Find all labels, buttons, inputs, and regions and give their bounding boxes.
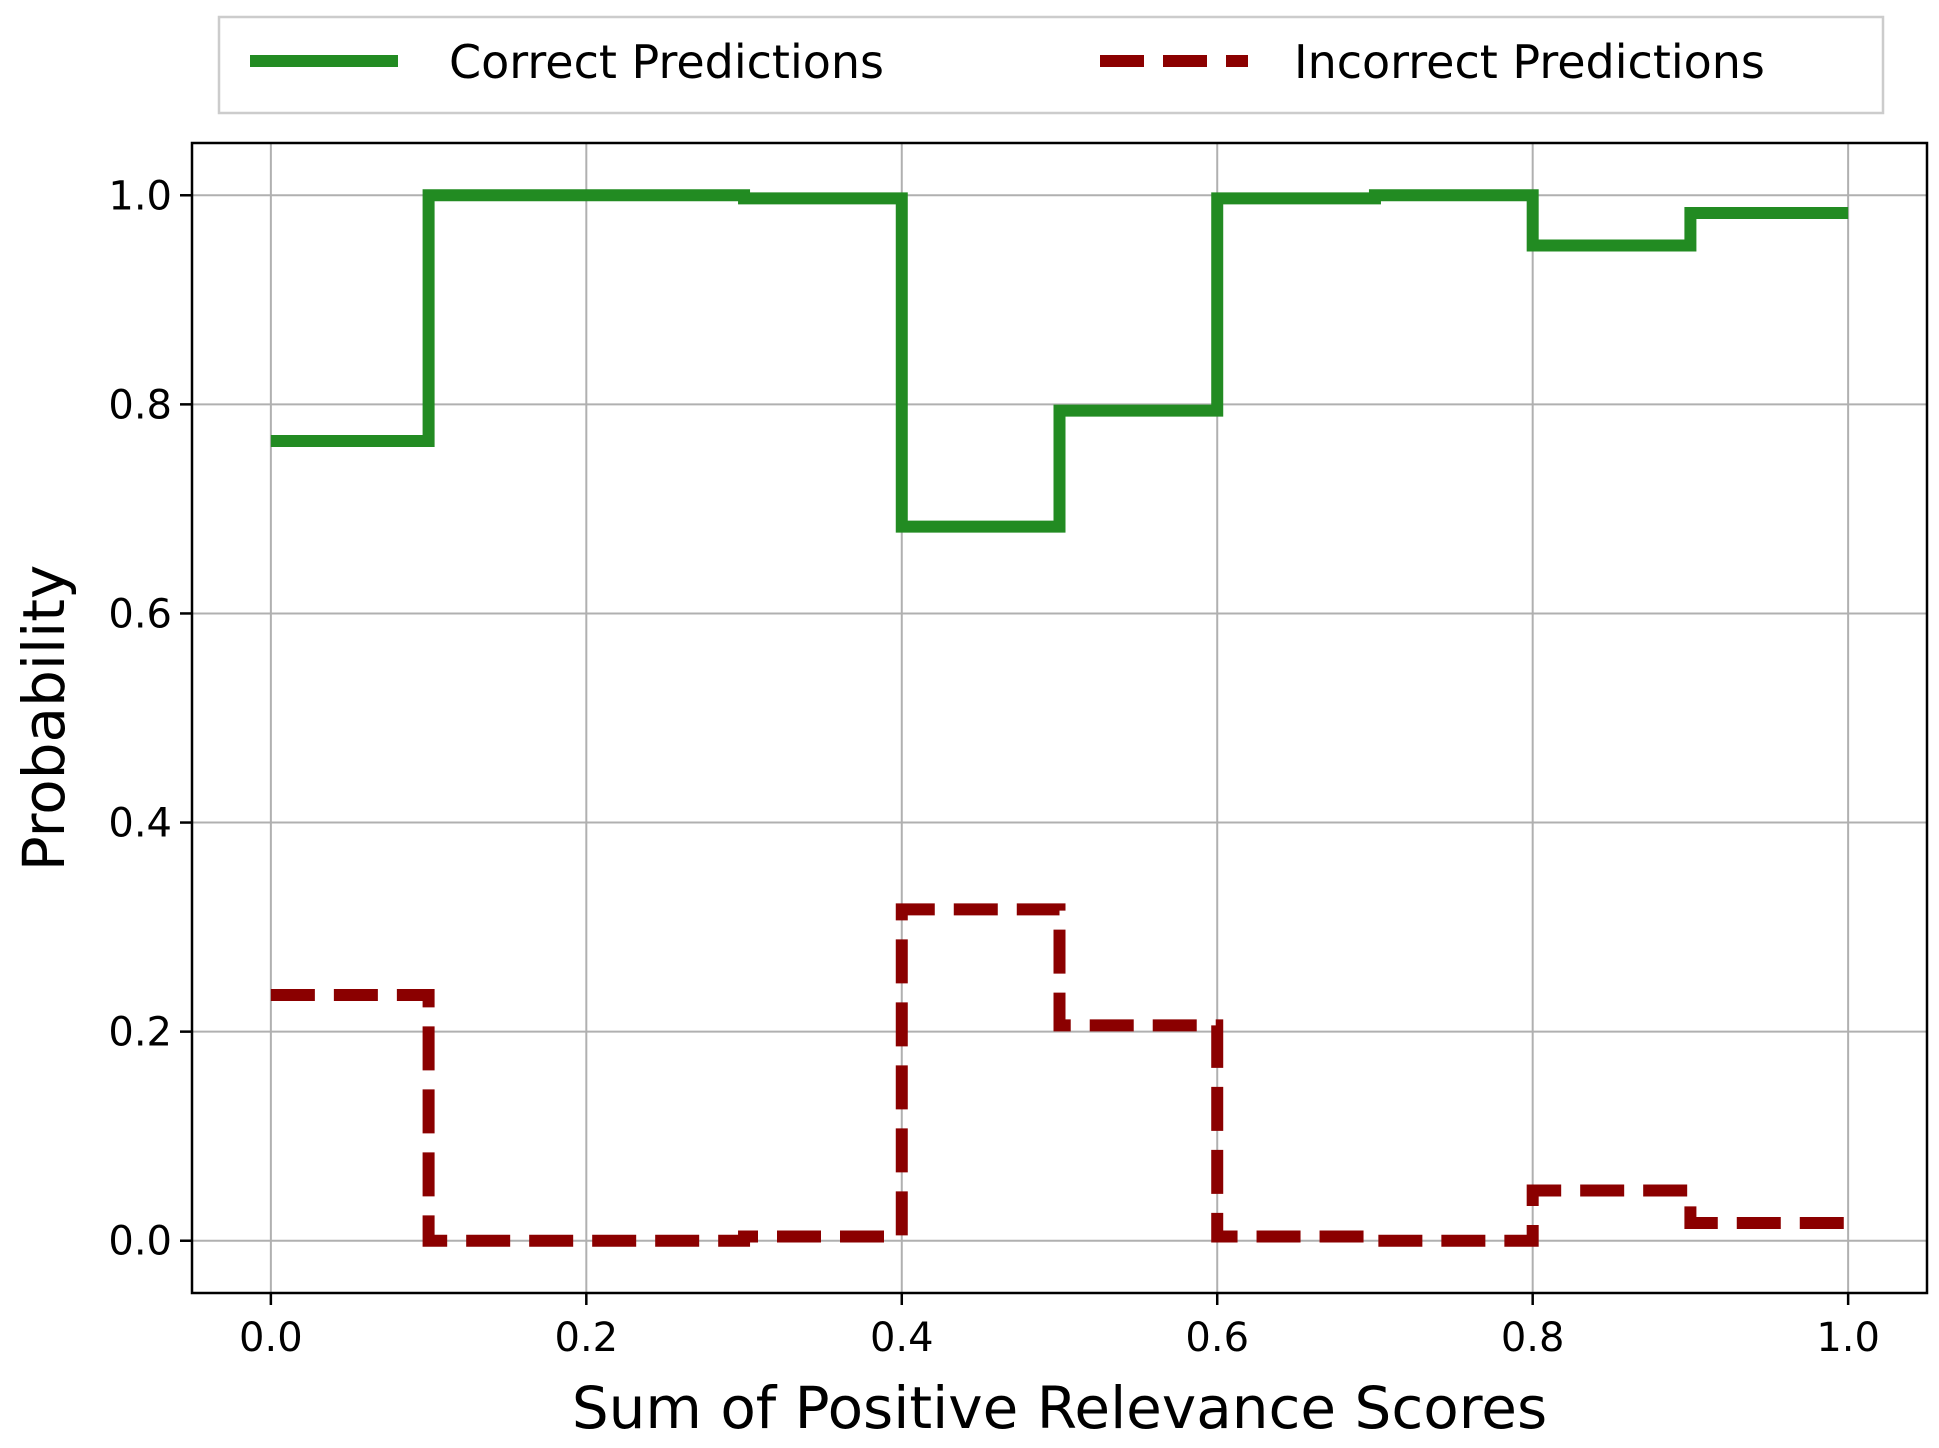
y-tick-label: 0.8 bbox=[108, 382, 172, 428]
y-tick-label: 1.0 bbox=[108, 173, 172, 219]
y-tick-label: 0.4 bbox=[108, 801, 172, 847]
legend: Correct Predictions Incorrect Prediction… bbox=[217, 15, 1885, 115]
legend-label-correct: Correct Predictions bbox=[449, 35, 884, 89]
x-axis-title: Sum of Positive Relevance Scores bbox=[572, 1374, 1547, 1442]
x-tick-label: 0.2 bbox=[555, 1315, 619, 1361]
x-tick-label: 0.4 bbox=[870, 1315, 934, 1361]
y-tick-label: 0.2 bbox=[108, 1010, 172, 1056]
legend-box bbox=[217, 15, 1885, 115]
series-line-correct bbox=[270, 189, 1849, 533]
x-tick-label: 1.0 bbox=[1816, 1315, 1880, 1361]
plot-series bbox=[270, 189, 1849, 1247]
series-line-incorrect bbox=[270, 903, 1849, 1247]
axes-frame bbox=[190, 141, 1929, 1295]
legend-label-incorrect: Incorrect Predictions bbox=[1294, 35, 1765, 89]
y-axis-title: Probability bbox=[10, 565, 78, 872]
x-tick-label: 0.0 bbox=[239, 1315, 303, 1361]
ticks: 0.0 0.2 0.4 0.6 0.8 1.0 0.0 0.2 0.4 0.6 0.8 1.0 bbox=[108, 173, 1880, 1361]
grid bbox=[192, 143, 1927, 1293]
x-tick-label: 0.8 bbox=[1501, 1315, 1565, 1361]
y-tick-label: 0.0 bbox=[108, 1219, 172, 1265]
y-tick-label: 0.6 bbox=[108, 591, 172, 637]
x-tick-label: 0.6 bbox=[1185, 1315, 1249, 1361]
